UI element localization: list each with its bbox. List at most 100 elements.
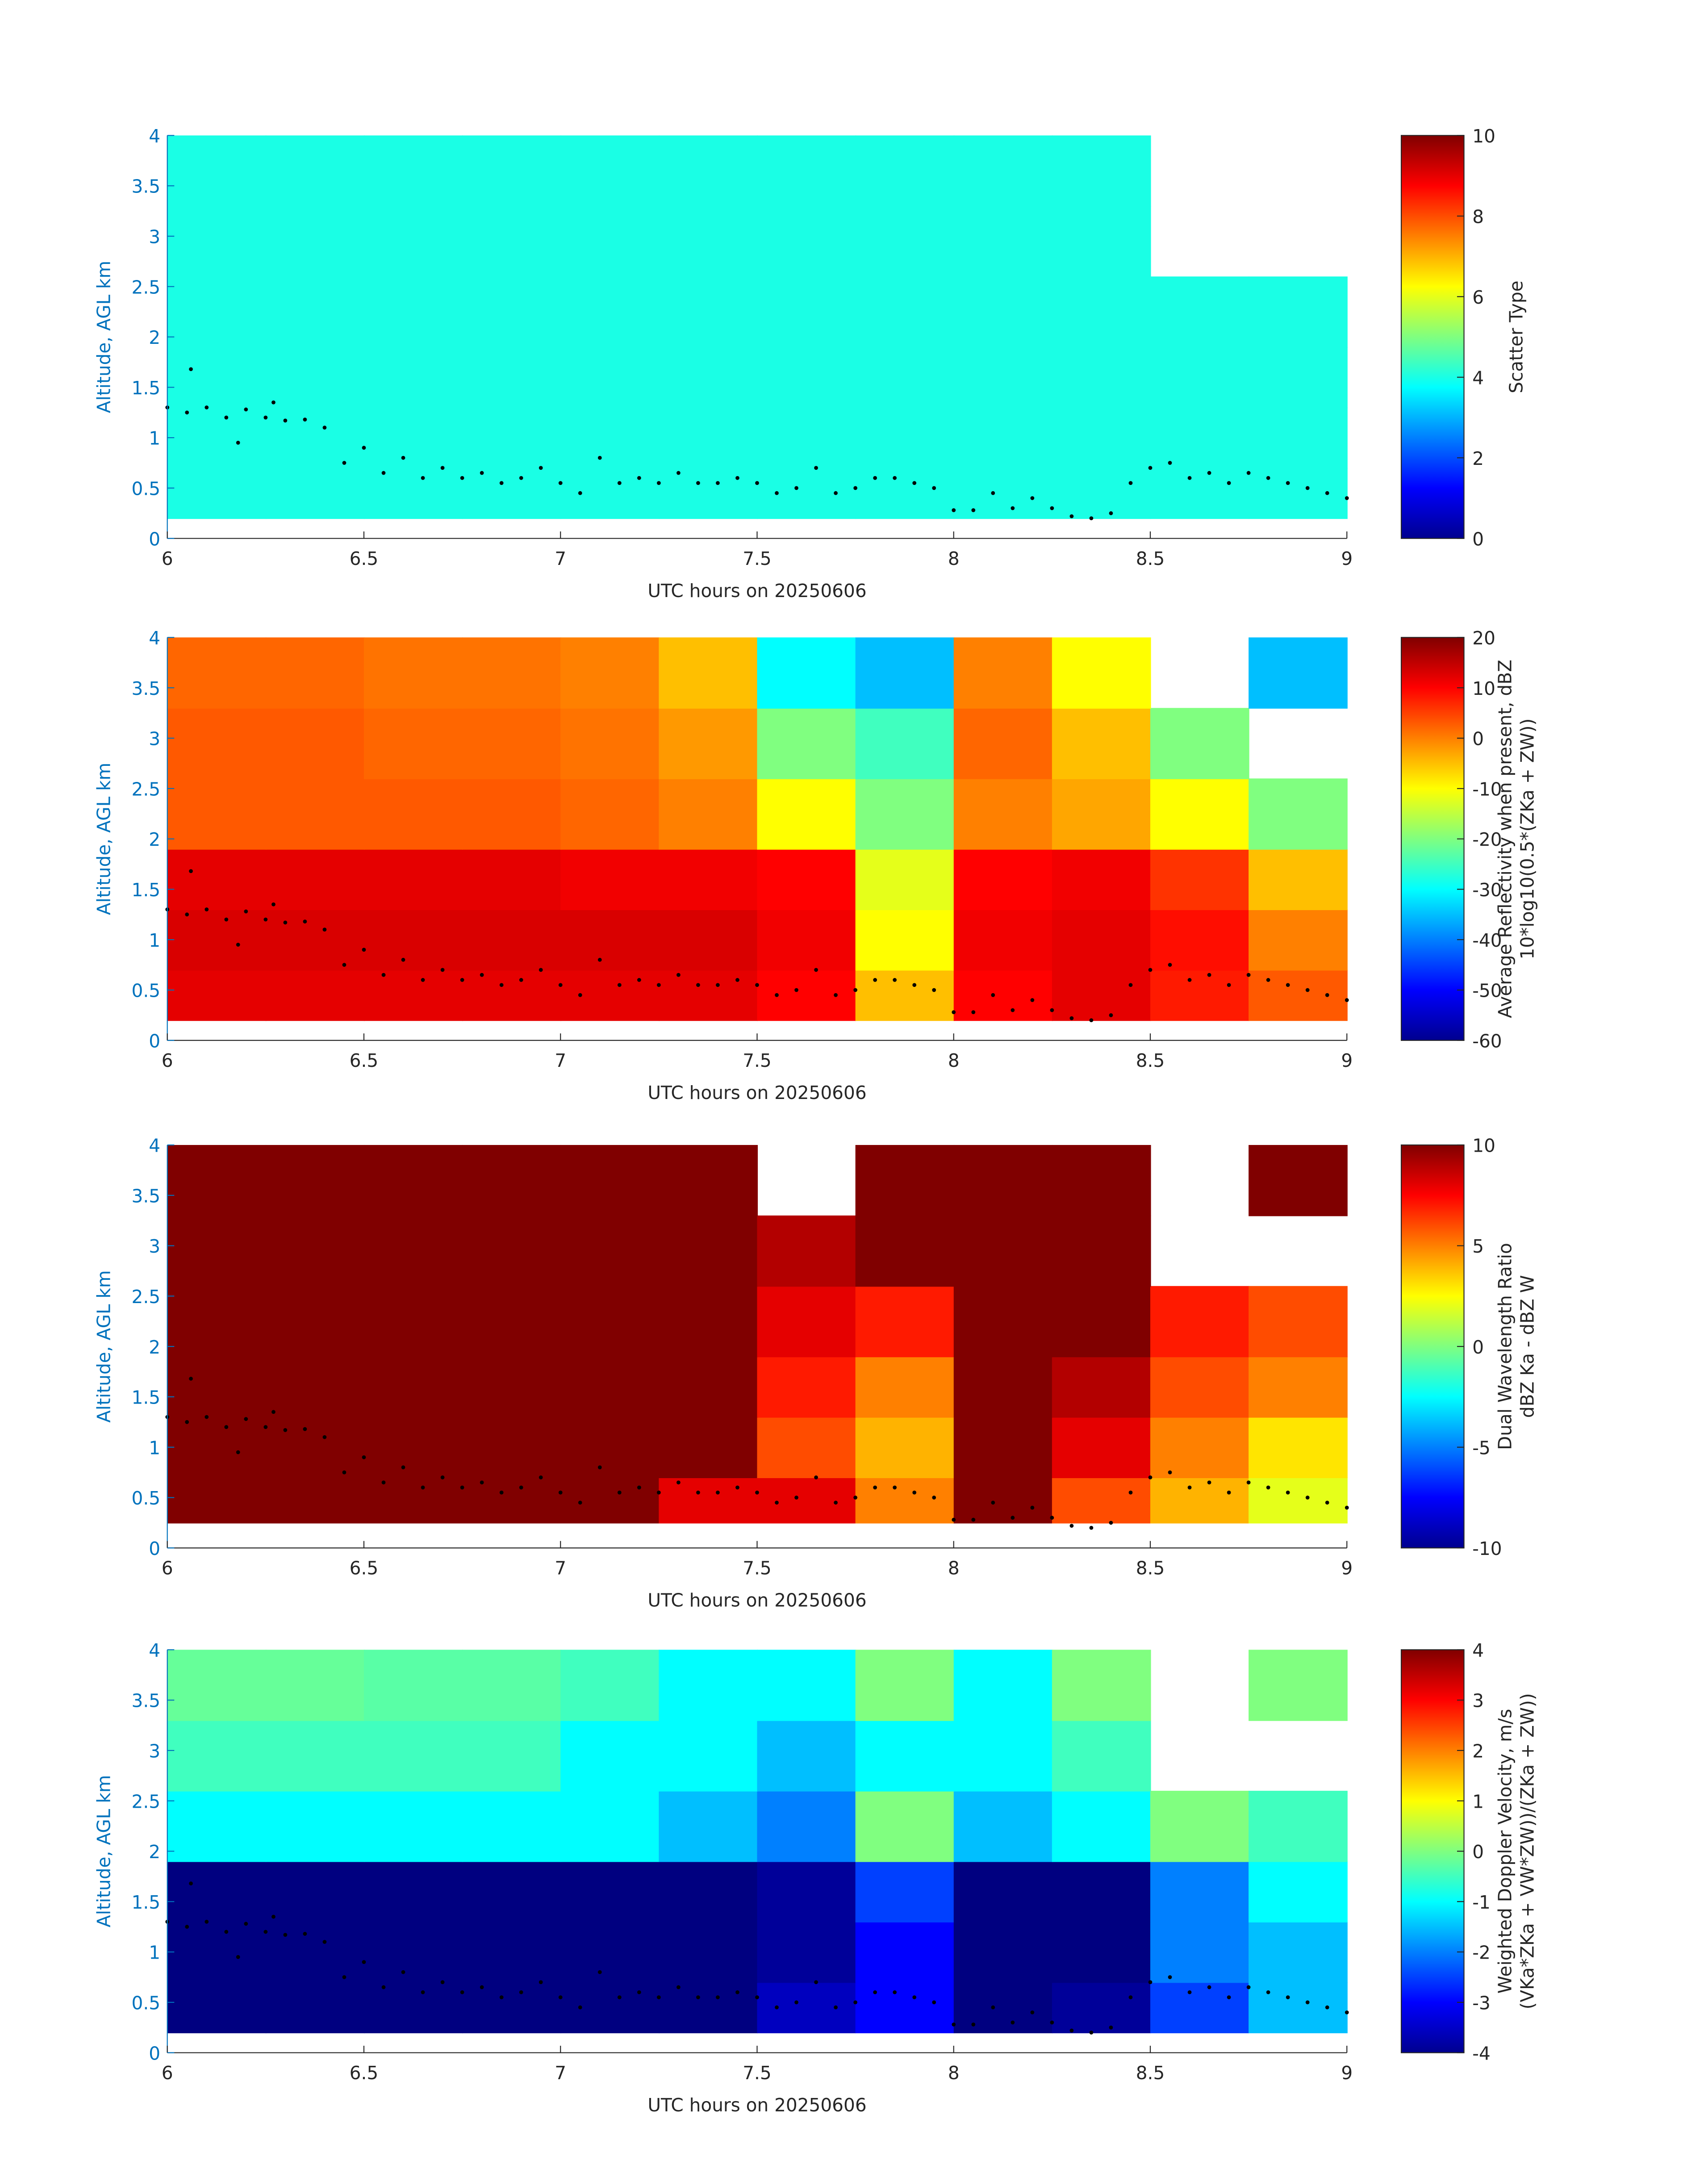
heat-cell — [363, 1215, 463, 1287]
heat-cell — [560, 909, 660, 971]
heat-cell — [1052, 1650, 1151, 1721]
cloud-base-point — [1286, 1490, 1290, 1495]
cloud-base-point — [1345, 2010, 1349, 2014]
cloud-base-point — [244, 1417, 248, 1421]
cloud-base-point — [637, 476, 641, 480]
heat-cell — [953, 1145, 1053, 1216]
x-tick-label: 7.5 — [743, 1558, 772, 1579]
heat-cell — [1249, 1861, 1348, 1922]
cloud-base-point — [271, 400, 276, 405]
heat-cell — [953, 1861, 1053, 1922]
cloud-base-point — [1187, 1990, 1192, 1994]
heat-cell — [855, 708, 955, 779]
heat-cell — [953, 969, 1053, 1021]
heat-cell — [1052, 276, 1151, 348]
heat-cell — [659, 407, 758, 469]
heat-cell — [1150, 969, 1249, 1021]
cloud-base-point — [1246, 973, 1251, 977]
heat-cell — [757, 1286, 856, 1358]
heat-cell — [953, 206, 1053, 277]
heat-cell — [757, 1791, 856, 1862]
cloud-base-point — [755, 1490, 759, 1495]
colorbar-tick-label: 0 — [1472, 1841, 1484, 1863]
heat-cell — [855, 276, 955, 348]
x-tick-label: 9 — [1341, 548, 1353, 569]
cloud-base-point — [539, 1475, 543, 1479]
heat-cell — [1052, 1720, 1151, 1792]
cloud-base-point — [578, 491, 582, 495]
cloud-base-point — [362, 1455, 366, 1459]
cloud-base-point — [677, 973, 681, 977]
heat-cell — [167, 1861, 267, 1922]
cloud-base-point — [1305, 486, 1310, 490]
cloud-base-point — [952, 2022, 956, 2027]
heat-cell — [855, 1417, 955, 1478]
heat-cell — [462, 778, 561, 850]
cloud-base-point — [401, 1465, 405, 1470]
cloud-base-point — [1168, 1975, 1172, 1979]
cloud-base-point — [853, 1496, 857, 1500]
heat-cell — [855, 407, 955, 469]
cloud-base-point — [1286, 1995, 1290, 1999]
heat-cell — [265, 969, 365, 1021]
heat-cell — [953, 1650, 1053, 1721]
heat-cell — [1249, 1791, 1348, 1862]
heat-cell — [659, 1650, 758, 1721]
y-tick-label: 4 — [149, 125, 160, 147]
cloud-base-point — [696, 1490, 700, 1495]
heat-cell — [363, 1982, 463, 2034]
panel: 6 6.5 7 7.5 8 8.5 9 0 0.5 1 1.5 2 2.5 3 3.5 4 UTC hours … — [93, 1135, 1538, 1611]
cloud-base-point — [1207, 471, 1211, 475]
cloud-base-point — [1128, 1490, 1133, 1495]
heat-cell — [1052, 468, 1151, 519]
cloud-base-point — [1128, 481, 1133, 485]
heat-cell — [462, 1417, 561, 1478]
cloud-base-point — [775, 1500, 779, 1505]
x-tick-label: 8.5 — [1136, 1558, 1165, 1579]
cloud-base-point — [244, 407, 248, 412]
cloud-base-point — [1030, 2010, 1035, 2014]
y-tick-label: 1 — [149, 1942, 160, 1964]
heat-cell — [560, 778, 660, 850]
heat-cell — [265, 909, 365, 971]
cloud-base-point — [1305, 1496, 1310, 1500]
heat-cell — [757, 135, 856, 207]
cloud-base-point — [656, 983, 661, 987]
cloud-base-point — [519, 1990, 523, 1994]
colorbar-tick-label: -10 — [1472, 1538, 1502, 1559]
y-tick-label: 4 — [149, 627, 160, 649]
cloud-base-point — [834, 491, 838, 495]
cloud-base-point — [794, 1496, 798, 1500]
colorbar-tick-label: -60 — [1472, 1030, 1502, 1052]
cloud-base-point — [440, 968, 445, 972]
heat-cell — [1150, 1861, 1249, 1922]
heat-cell — [560, 135, 660, 207]
cloud-base-point — [952, 1517, 956, 1522]
y-tick-label: 1.5 — [132, 879, 161, 901]
heat-cell — [363, 1650, 463, 1721]
cloud-base-point — [244, 909, 248, 914]
cloud-base-point — [853, 486, 857, 490]
cloud-base-point — [893, 1990, 897, 1994]
cloud-base-point — [1187, 978, 1192, 982]
cloud-base-point — [263, 917, 268, 922]
y-tick-label: 1 — [149, 428, 160, 449]
heat-cell — [167, 347, 267, 408]
colorbar-tick-label: -30 — [1472, 879, 1502, 901]
heat-cell — [953, 276, 1053, 348]
cloud-base-point — [1187, 476, 1192, 480]
heat-cell — [855, 1145, 955, 1216]
heat-cell — [265, 407, 365, 469]
heat-cell — [953, 849, 1053, 911]
cloud-base-point — [1266, 1485, 1270, 1490]
cloud-base-point — [1345, 998, 1349, 1002]
heat-cell — [1249, 407, 1348, 469]
cloud-base-point — [932, 2000, 936, 2005]
heat-cell — [560, 1215, 660, 1287]
y-tick-label: 3 — [149, 1236, 160, 1257]
cloud-base-point — [189, 869, 193, 873]
cloud-base-point — [1266, 476, 1270, 480]
heat-cell — [855, 1791, 955, 1862]
cloud-base-point — [617, 481, 622, 485]
cloud-base-point — [303, 919, 307, 923]
